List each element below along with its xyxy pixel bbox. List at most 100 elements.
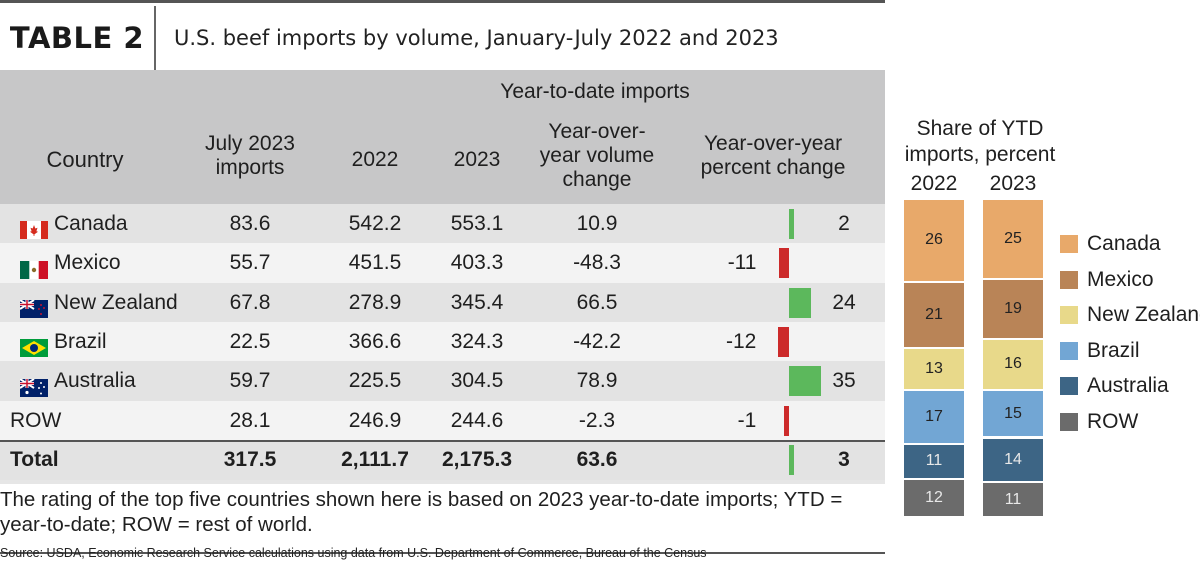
vol-cell: -2.3 [578, 408, 616, 432]
y2023-cell: 244.6 [450, 408, 504, 432]
header-2022: 2022 [351, 148, 399, 171]
bar-segment: 11 [983, 483, 1043, 518]
share-year-label: 2023 [989, 172, 1037, 195]
country-cell: Total [10, 440, 59, 480]
country-name: Mexico [54, 251, 121, 275]
header-country: Country [46, 147, 124, 172]
vol-cell: 10.9 [576, 212, 618, 235]
australia-flag-icon [19, 371, 48, 397]
header-volume-change: Year-over-year volume change [539, 120, 655, 191]
country-cell: Australia [19, 361, 136, 401]
legend-label: New Zealand [1087, 303, 1200, 326]
country-cell: New Zealand [19, 283, 178, 323]
table-row: Brazil 22.5 366.6 324.3 -42.2 -12 [0, 321, 885, 362]
header-july: July 2023 imports [205, 132, 295, 179]
y2022-cell: 278.9 [348, 290, 402, 314]
vol-cell: -42.2 [573, 329, 621, 353]
percent-change-bar [784, 405, 789, 436]
y2022-cell: 542.2 [348, 212, 402, 235]
legend-label: Australia [1087, 374, 1169, 397]
country-cell: Mexico [20, 243, 121, 283]
country-cell: Brazil [20, 322, 107, 362]
table-title: U.S. beef imports by volume, January-Jul… [174, 26, 779, 50]
legend-swatch [1060, 377, 1078, 395]
share-year-label: 2022 [910, 172, 958, 195]
legend-label: Brazil [1087, 338, 1140, 362]
canada-flag-icon [20, 213, 48, 240]
y2023-cell: 403.3 [450, 251, 504, 275]
bar-segment: 12 [904, 479, 964, 518]
stacked-bar-2023: 25 19 16 15 14 11 [983, 200, 1043, 518]
y2023-cell: 2,175.3 [441, 447, 513, 471]
top-rule [0, 0, 885, 3]
july-cell: 55.7 [229, 251, 271, 275]
header-2023: 2023 [453, 148, 501, 171]
country-name: Total [10, 447, 59, 471]
country-name: Brazil [54, 329, 107, 353]
legend-label: Canada [1087, 232, 1161, 255]
legend-item: Mexico [1060, 268, 1154, 292]
percent-change-bar [779, 248, 789, 279]
july-cell: 28.1 [229, 408, 271, 432]
legend-swatch [1060, 270, 1078, 289]
country-name: New Zealand [54, 290, 178, 314]
y2023-cell: 324.3 [450, 329, 504, 353]
y2022-cell: 366.6 [348, 329, 402, 353]
y2023-cell: 345.4 [450, 290, 504, 314]
y2022-cell: 2,111.7 [341, 447, 409, 471]
bar-segment: 13 [904, 349, 964, 391]
table-number-tag: TABLE 2 [0, 6, 156, 70]
header-percent-change: Year-over-year percent change [700, 132, 846, 179]
country-cell: ROW [10, 401, 61, 441]
y2022-cell: 246.9 [348, 408, 402, 432]
vol-cell: -48.3 [573, 251, 621, 275]
july-cell: 317.5 [223, 447, 277, 471]
percent-change-label: -11 [727, 251, 757, 275]
bottom-rule [0, 552, 885, 554]
footnote: The rating of the top five countries sho… [0, 488, 843, 536]
y2022-cell: 225.5 [348, 369, 402, 393]
bar-segment: 15 [983, 390, 1043, 439]
legend-swatch [1060, 306, 1078, 324]
vol-cell: 63.6 [576, 447, 618, 471]
legend-item: Canada [1060, 232, 1161, 256]
legend-swatch [1060, 341, 1078, 360]
group-header: Year-to-date imports [500, 80, 690, 103]
percent-change-bar [789, 444, 794, 475]
legend-item: Brazil [1060, 339, 1140, 363]
july-cell: 83.6 [229, 212, 271, 235]
percent-change-label: 24 [832, 290, 856, 314]
source-note: Source: USDA, Economic Research Service … [0, 546, 707, 560]
legend-item: ROW [1060, 410, 1138, 434]
legend-item: Australia [1060, 374, 1169, 398]
country-name: Canada [54, 212, 128, 235]
bar-segment: 16 [983, 339, 1043, 391]
july-cell: 22.5 [229, 329, 271, 353]
july-cell: 59.7 [229, 369, 271, 393]
percent-change-bar [789, 287, 811, 318]
legend-item: New Zealand [1060, 303, 1200, 327]
percent-change-label: 35 [832, 369, 856, 393]
percent-change-label: -1 [737, 408, 757, 432]
table-row: New Zealand 67.8 278.9 345.4 66.5 24 [0, 282, 885, 323]
country-name: Australia [54, 369, 136, 393]
data-table: Year-to-date imports Country July 2023 i… [0, 70, 885, 554]
y2023-cell: 304.5 [450, 369, 504, 393]
legend-swatch [1060, 412, 1078, 431]
bar-segment: 26 [904, 200, 964, 283]
percent-change-bar [778, 326, 789, 357]
bar-segment: 19 [983, 279, 1043, 340]
share-chart-title: Share of YTD imports, percent [904, 117, 1056, 166]
legend-label: Mexico [1087, 267, 1154, 291]
bar-segment: 25 [983, 200, 1043, 280]
legend-label: ROW [1087, 409, 1139, 433]
table-number: TABLE 2 [9, 21, 145, 55]
y2022-cell: 451.5 [348, 251, 402, 275]
mexico-flag-icon [20, 253, 48, 279]
legend-swatch [1060, 235, 1078, 253]
total-row: Total 317.5 2,111.7 2,175.3 63.6 3 [0, 439, 885, 480]
table-row: Canada 83.6 542.2 553.1 10.9 2 [0, 204, 885, 244]
brazil-flag-icon [20, 331, 48, 358]
percent-change-label: 3 [838, 447, 850, 471]
stacked-bar-2022: 26 21 13 17 11 12 [904, 200, 964, 518]
